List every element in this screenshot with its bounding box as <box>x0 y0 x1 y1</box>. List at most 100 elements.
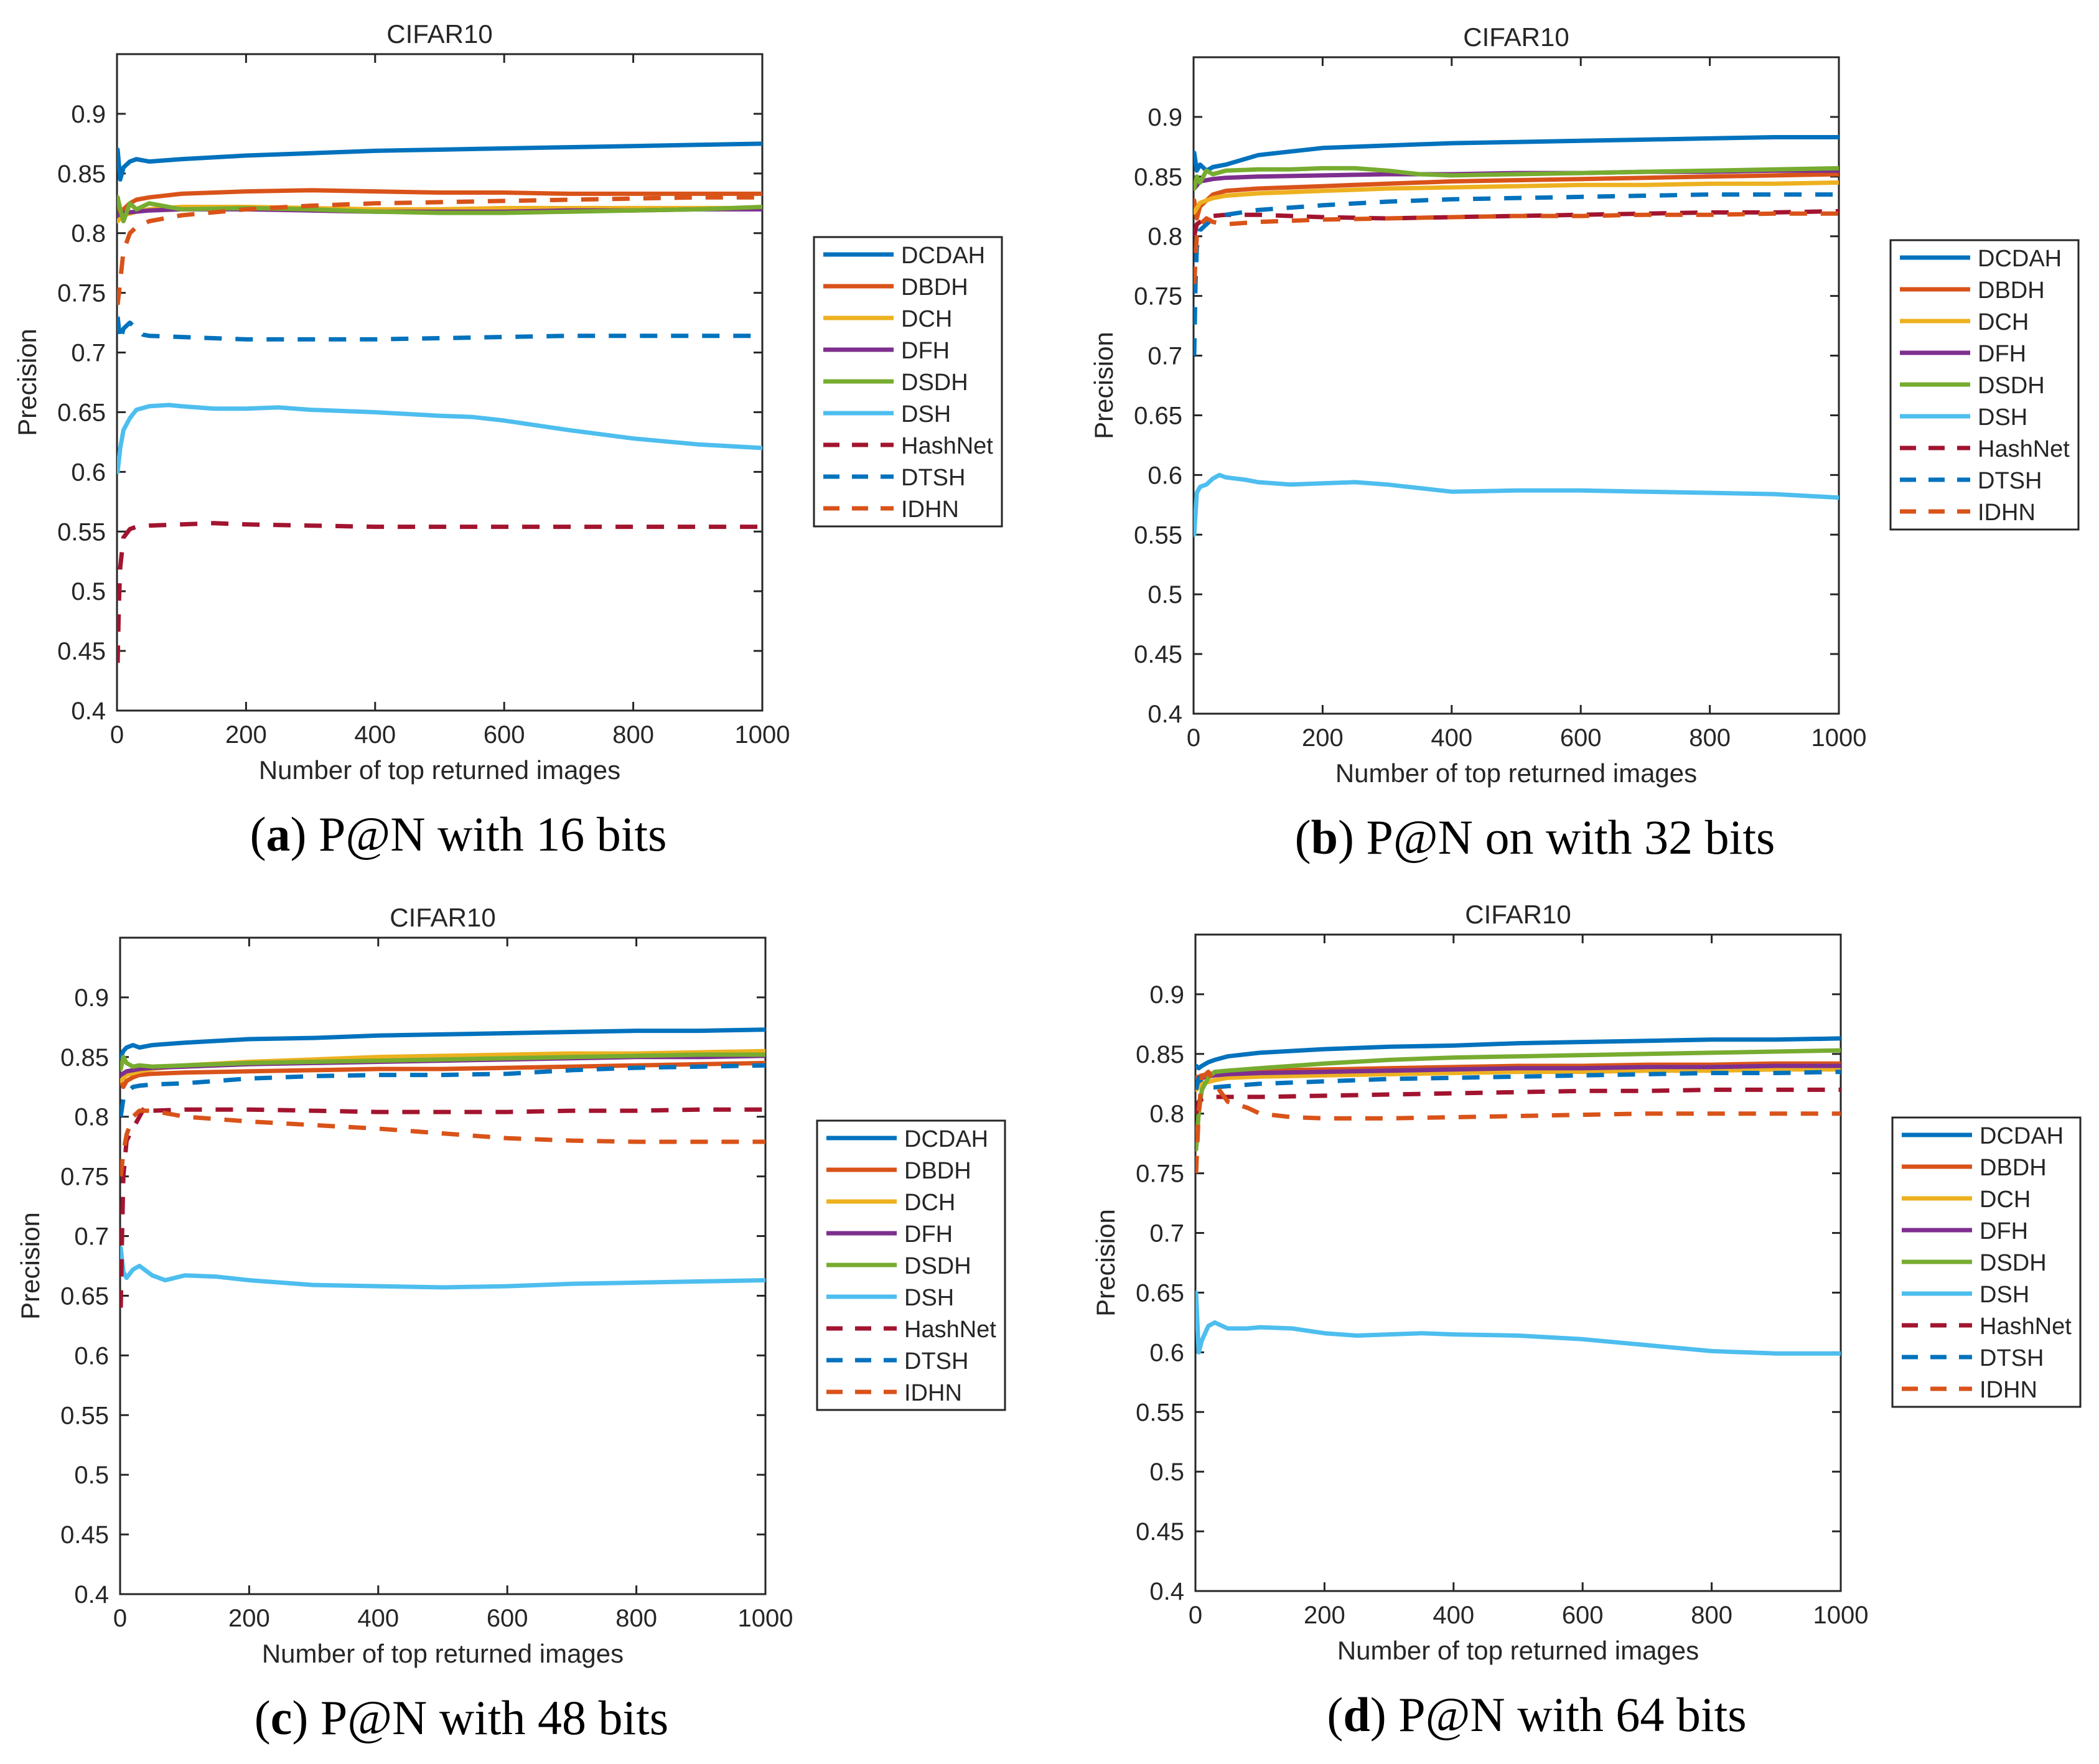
y-tick-label: 0.65 <box>57 399 106 426</box>
series-line-dsdh <box>1195 1048 1841 1152</box>
x-tick-label: 1000 <box>735 721 790 749</box>
x-axis-label: Number of top returned images <box>1337 1636 1699 1665</box>
x-tick-label: 200 <box>1304 1602 1345 1629</box>
series-group <box>120 1027 765 1308</box>
legend-label: DSH <box>1978 404 2027 431</box>
y-tick-label: 0.9 <box>1149 981 1184 1009</box>
series-line-dsdh <box>120 1052 765 1071</box>
legend-label: DSDH <box>1980 1250 2047 1276</box>
x-tick-label: 600 <box>487 1605 528 1632</box>
series-line-dsh <box>117 403 762 474</box>
chart-title: CIFAR10 <box>390 903 495 932</box>
legend-label: IDHN <box>1980 1377 2037 1403</box>
legend-label: DSH <box>901 401 951 427</box>
legend-label: DCH <box>901 306 952 332</box>
legend-label: DCH <box>1980 1187 2031 1213</box>
series-line-dtsh <box>120 1063 765 1118</box>
series-line-dsh <box>1194 472 1839 537</box>
y-tick-label: 0.65 <box>1136 1279 1184 1307</box>
y-tick-label: 0.5 <box>1149 1458 1184 1486</box>
y-tick-label: 0.8 <box>1149 1101 1184 1128</box>
y-tick-label: 0.8 <box>71 220 106 248</box>
panel-caption: (d) P@N with 64 bits <box>1327 1687 1746 1742</box>
y-tick-label: 0.85 <box>1136 1041 1184 1068</box>
x-tick-label: 200 <box>1302 724 1344 752</box>
series-line-dfh <box>1195 1063 1841 1086</box>
series-line-hashnet <box>120 1103 765 1308</box>
series-group <box>117 141 762 663</box>
y-tick-label: 0.65 <box>60 1282 109 1310</box>
y-axis-label: Precision <box>1091 1209 1120 1317</box>
legend-label: DSDH <box>901 370 968 396</box>
legend-label: DTSH <box>901 465 965 491</box>
series-line-idhn <box>1194 211 1839 284</box>
legend-label: DBDH <box>1980 1155 2047 1181</box>
legend: DCDAH DBDH DCH DFH DSDH DSH HashNet DTSH IDHN <box>1891 1116 2082 1408</box>
legend-label: DSH <box>904 1285 954 1311</box>
legend-label: HashNet <box>901 433 993 459</box>
legend-label: DBDH <box>904 1158 971 1184</box>
panel-caption: (b) P@N on with 32 bits <box>1295 810 1775 864</box>
x-tick-label: 0 <box>113 1605 127 1632</box>
x-tick-label: 400 <box>357 1605 399 1632</box>
y-tick-label: 0.85 <box>57 161 106 188</box>
chart-panel: CIFAR10 0.4 0.45 0.5 0.55 0.6 0.65 0.7 0.75 0.8 0.… <box>12 19 1003 861</box>
y-tick-label: 0.65 <box>1134 402 1182 429</box>
y-tick-label: 0.7 <box>71 340 106 367</box>
y-tick-label: 0.9 <box>71 101 106 128</box>
y-tick-label: 0.55 <box>1134 521 1182 549</box>
x-tick-label: 400 <box>1431 724 1472 752</box>
y-tick-label: 0.7 <box>74 1223 109 1251</box>
legend-label: DCH <box>1978 309 2029 335</box>
series-line-idhn <box>117 195 762 306</box>
y-tick-label: 0.4 <box>71 698 106 725</box>
x-tick-label: 800 <box>615 1605 657 1632</box>
x-tick-label: 600 <box>1562 1602 1604 1629</box>
series-line-dsh <box>120 1246 765 1290</box>
series-line-dsdh <box>1194 166 1839 191</box>
series-line-dtsh <box>1194 192 1839 356</box>
y-tick-label: 0.4 <box>74 1581 109 1608</box>
y-tick-label: 0.4 <box>1148 701 1182 728</box>
legend: DCDAH DBDH DCH DFH DSDH DSH HashNet DTSH IDHN <box>813 236 1003 528</box>
legend-label: DFH <box>904 1221 953 1248</box>
chart-panel: CIFAR10 0.4 0.45 0.5 0.55 0.6 0.65 0.7 0.75 0.8 0.… <box>1089 22 2080 864</box>
series-line-dbdh <box>120 1060 765 1090</box>
legend-label: DTSH <box>904 1348 968 1374</box>
series-line-idhn <box>120 1108 765 1177</box>
series-line-dcdah <box>1195 1036 1841 1071</box>
legend-label: DSDH <box>904 1253 971 1279</box>
legend-label: DCDAH <box>904 1126 988 1152</box>
x-tick-label: 600 <box>484 721 525 749</box>
legend-label: DCDAH <box>1978 246 2062 272</box>
legend-label: DCH <box>904 1190 955 1216</box>
x-axis-label: Number of top returned images <box>259 755 620 785</box>
legend: DCDAH DBDH DCH DFH DSDH DSH HashNet DTSH IDHN <box>1889 239 2080 531</box>
y-tick-label: 0.5 <box>1148 581 1182 609</box>
series-line-dch <box>1194 180 1839 215</box>
y-axis-label: Precision <box>1089 332 1118 439</box>
y-tick-label: 0.5 <box>74 1462 109 1489</box>
x-tick-label: 400 <box>1433 1602 1474 1629</box>
x-axis-label: Number of top returned images <box>1335 758 1697 788</box>
legend-label: DTSH <box>1980 1345 2044 1371</box>
y-tick-label: 0.9 <box>74 984 109 1012</box>
legend-label: IDHN <box>904 1380 962 1406</box>
panel-caption: (c) P@N with 48 bits <box>255 1691 669 1745</box>
x-tick-label: 1000 <box>1811 724 1867 752</box>
chart-title: CIFAR10 <box>1465 900 1571 929</box>
series-line-dcdah <box>117 141 762 182</box>
chart-panel: CIFAR10 0.4 0.45 0.5 0.55 0.6 0.65 0.7 0.75 0.8 0.… <box>16 903 1006 1745</box>
y-tick-label: 0.5 <box>71 578 106 605</box>
x-tick-label: 800 <box>1691 1602 1732 1629</box>
y-tick-label: 0.6 <box>1148 462 1182 489</box>
y-tick-label: 0.55 <box>57 518 106 546</box>
y-tick-label: 0.7 <box>1148 343 1182 370</box>
plot-area <box>1192 56 1840 715</box>
y-tick-label: 0.55 <box>1136 1399 1184 1426</box>
y-tick-label: 0.55 <box>60 1402 109 1429</box>
legend-label: DSDH <box>1978 373 2045 399</box>
y-tick-label: 0.85 <box>60 1044 109 1071</box>
x-tick-label: 200 <box>225 721 267 749</box>
y-axis-label: Precision <box>12 329 42 436</box>
